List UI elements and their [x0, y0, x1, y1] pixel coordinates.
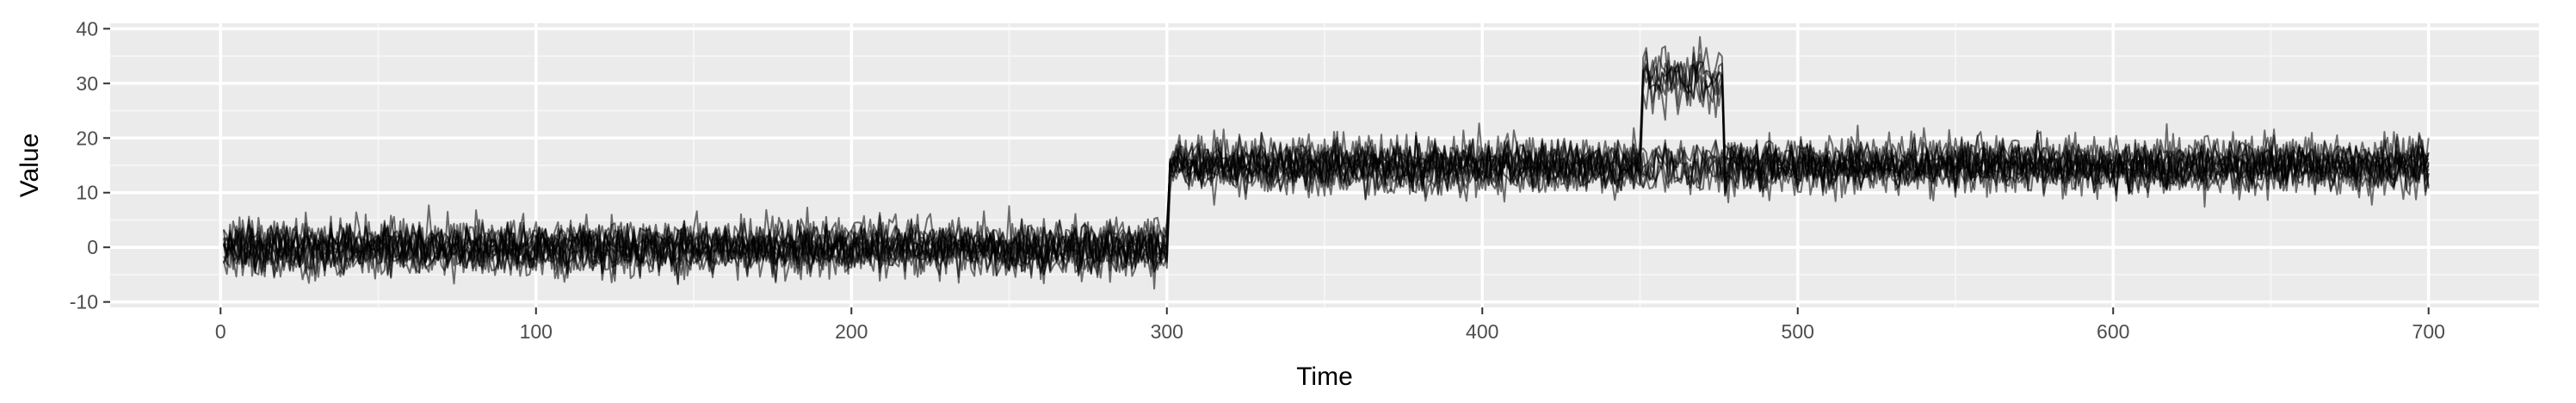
x-tick-label: 700 — [2412, 320, 2445, 343]
y-tick-label: 10 — [76, 182, 98, 204]
y-tick-label: 0 — [87, 236, 98, 258]
x-tick-label: 300 — [1151, 320, 1183, 343]
series-line — [222, 131, 2430, 284]
y-tick-label: 40 — [76, 17, 98, 40]
x-axis-title: Time — [1296, 363, 1353, 391]
x-axis: 0 100 200 300 400 500 600 700 — [215, 307, 2445, 343]
x-tick-label: 400 — [1466, 320, 1498, 343]
x-tick-label: 200 — [835, 320, 868, 343]
y-axis: -10 0 10 20 30 40 — [70, 17, 110, 313]
x-tick-label: 0 — [215, 320, 226, 343]
y-tick-label: 20 — [76, 127, 98, 149]
x-tick-label: 100 — [520, 320, 553, 343]
y-axis-title: Value — [15, 133, 44, 198]
x-tick-label: 600 — [2097, 320, 2129, 343]
x-tick-label: 500 — [1782, 320, 1814, 343]
y-tick-label: 30 — [76, 72, 98, 95]
y-tick-label: -10 — [70, 291, 98, 313]
series-layer — [222, 35, 2430, 290]
